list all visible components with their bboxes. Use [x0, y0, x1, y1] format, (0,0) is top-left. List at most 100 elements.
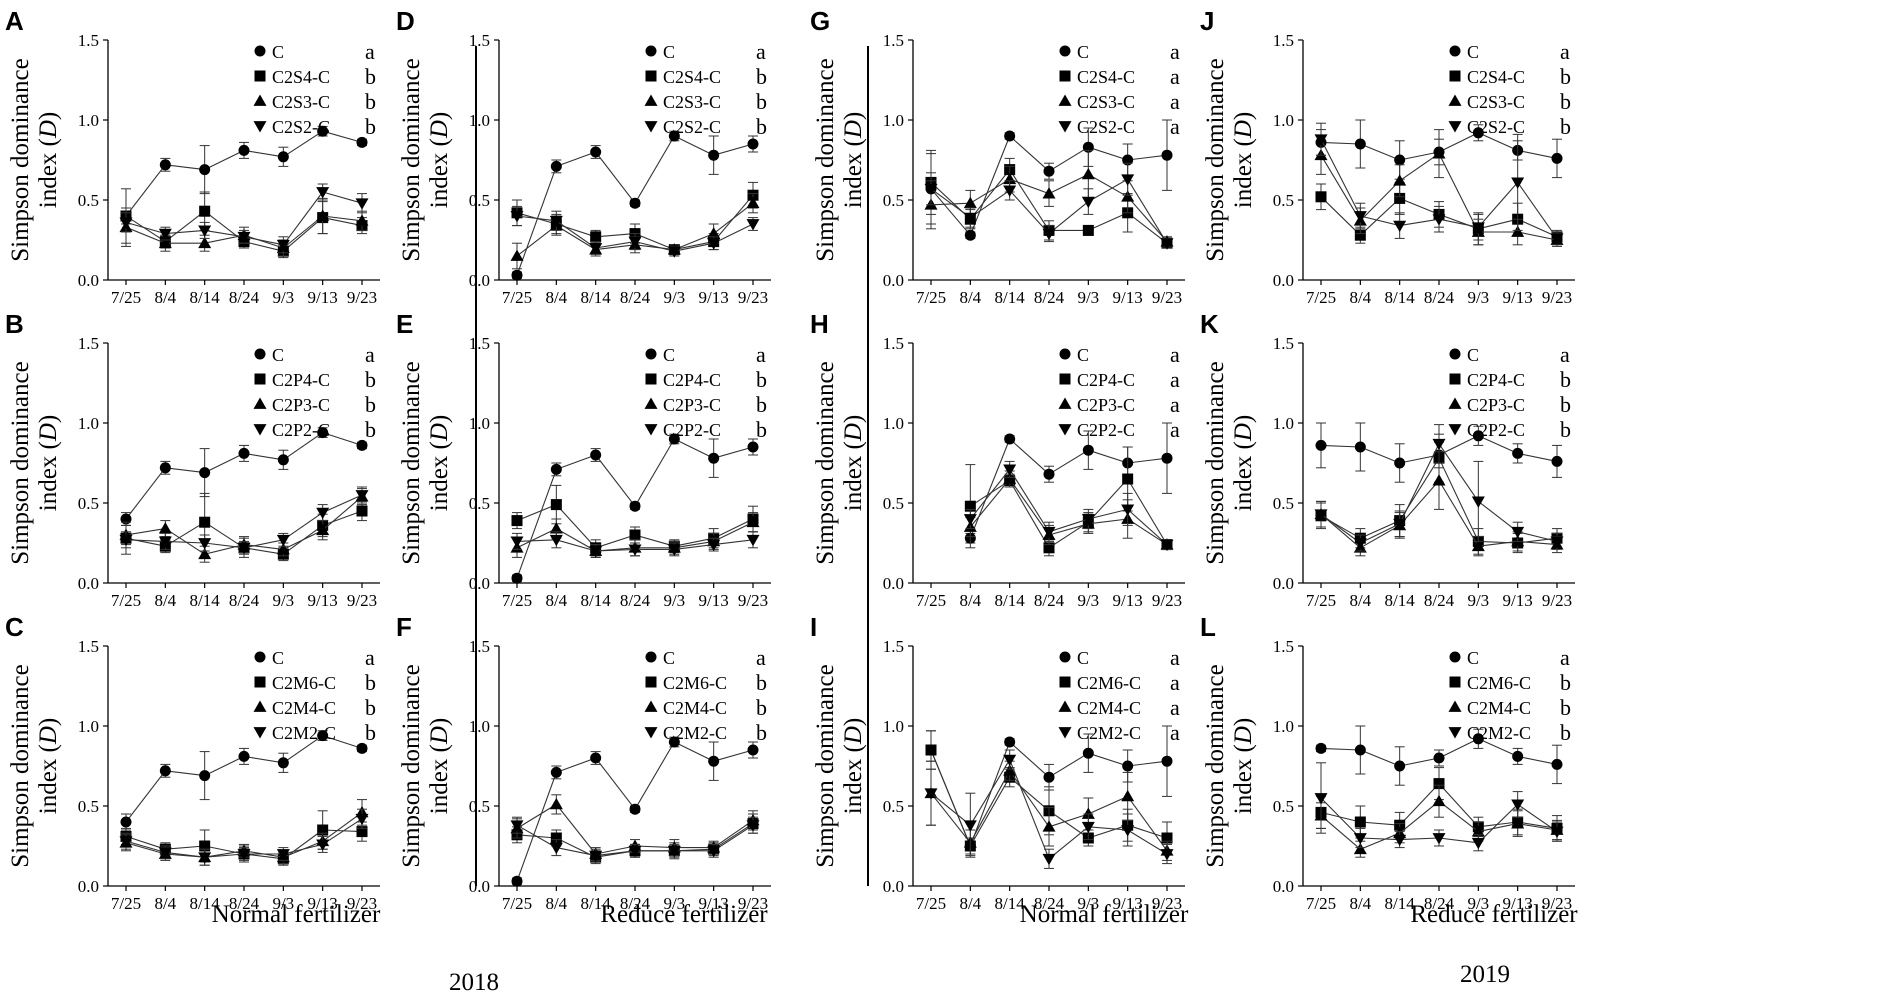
series-line	[1009, 759, 1050, 860]
data-point	[1551, 152, 1563, 164]
data-point	[1004, 433, 1016, 445]
series-line	[930, 188, 971, 219]
data-point	[963, 196, 977, 209]
series-line	[243, 149, 284, 158]
series-line	[1127, 829, 1168, 855]
x-tick-label: 8/14	[995, 591, 1026, 610]
x-tick-label: 9/13	[1113, 591, 1143, 610]
x-tick-label: 7/25	[111, 894, 141, 913]
x-tick-label: 8/4	[959, 288, 981, 307]
data-point	[356, 826, 368, 838]
series-line	[969, 135, 1011, 236]
legend-label: C2M2-C	[1467, 723, 1531, 743]
legend-significance-letter: b	[756, 695, 767, 720]
series-line	[1360, 821, 1400, 826]
x-tick-label: 8/14	[190, 894, 221, 913]
data-point	[550, 160, 562, 172]
data-point	[1082, 444, 1094, 456]
series-line	[634, 244, 675, 251]
series-line	[204, 544, 245, 555]
x-tick-label: 8/4	[154, 894, 176, 913]
y-tick-label: 0.0	[1273, 271, 1294, 290]
series-C2S4-C	[120, 191, 368, 259]
series-line	[1048, 826, 1089, 860]
series-line	[1127, 154, 1168, 161]
panel-label-K: K	[1200, 309, 1219, 339]
data-point	[1353, 211, 1367, 223]
y-axis-label: Simpson dominanceindex (D)	[1202, 58, 1257, 261]
x-tick-label: 9/3	[1467, 288, 1489, 307]
legend-label: C	[272, 42, 284, 62]
data-point	[590, 146, 602, 158]
series-C	[120, 730, 368, 831]
data-point	[1042, 187, 1056, 199]
x-tick-label: 8/24	[620, 591, 651, 610]
series-line	[125, 770, 166, 823]
data-point	[1042, 526, 1056, 539]
panel-label-D: D	[396, 6, 415, 36]
series-line	[674, 135, 714, 156]
legend-marker	[1058, 397, 1072, 409]
data-point	[668, 736, 680, 748]
legend-significance-letter: b	[365, 392, 376, 417]
legend-label: C2P2-C	[663, 420, 721, 440]
series-C	[511, 736, 759, 887]
data-point	[277, 151, 289, 163]
data-point	[708, 149, 720, 161]
x-tick-label: 7/25	[111, 591, 141, 610]
data-point	[158, 522, 172, 534]
data-point	[1004, 130, 1016, 142]
legend-marker	[1448, 727, 1462, 739]
series-line	[1478, 821, 1518, 828]
data-point	[277, 757, 289, 769]
y-axis-label: Simpson dominanceindex (D)	[7, 361, 62, 564]
legend-marker	[1448, 121, 1462, 133]
y-axis-label: Simpson dominanceindex (D)	[398, 664, 453, 867]
series-line	[1320, 141, 1361, 145]
series-line	[595, 850, 636, 857]
data-point	[1315, 742, 1327, 754]
series-C2S2-C	[510, 205, 760, 258]
series-line	[204, 521, 245, 549]
series-line	[1438, 480, 1479, 547]
y-axis-label: Simpson dominanceindex (D)	[812, 664, 867, 867]
data-point	[925, 744, 937, 756]
y-tick-label: 0.5	[1273, 494, 1294, 513]
legend-label: C2S2-C	[1467, 117, 1525, 137]
series-line	[1360, 832, 1400, 850]
series-line	[204, 234, 245, 244]
x-tick-label: 8/4	[1349, 288, 1371, 307]
legend-significance-letter: b	[756, 114, 767, 139]
series-line	[556, 528, 596, 552]
legend-label: C2M4-C	[1077, 698, 1141, 718]
x-tick-label: 8/4	[545, 894, 567, 913]
series-line	[283, 512, 323, 541]
series-line	[1088, 752, 1128, 767]
series-line	[1009, 480, 1050, 549]
data-point	[667, 246, 681, 258]
legend-significance-letter: a	[756, 645, 766, 670]
series-C	[511, 433, 759, 584]
data-point	[1550, 826, 1564, 839]
series-line	[1127, 760, 1168, 767]
data-point	[550, 499, 562, 511]
data-point	[708, 755, 720, 767]
x-tick-label: 8/24	[229, 894, 260, 913]
legend-label: C2P3-C	[1077, 395, 1135, 415]
x-tick-label: 9/3	[663, 591, 685, 610]
series-line	[165, 229, 205, 235]
legend-marker	[645, 70, 657, 82]
series-line	[282, 217, 324, 252]
series-line	[555, 804, 597, 855]
x-tick-label: 9/23	[738, 288, 768, 307]
y-tick-label: 0.0	[883, 877, 904, 896]
series-line	[713, 521, 754, 542]
series-line	[516, 215, 557, 222]
data-point	[1471, 825, 1485, 837]
legend-significance-letter: a	[1170, 64, 1180, 89]
series-line	[1088, 518, 1128, 525]
data-point	[668, 130, 680, 142]
legend-marker	[1058, 727, 1072, 739]
legend-significance-letter: b	[365, 89, 376, 114]
series-line	[1320, 513, 1361, 544]
